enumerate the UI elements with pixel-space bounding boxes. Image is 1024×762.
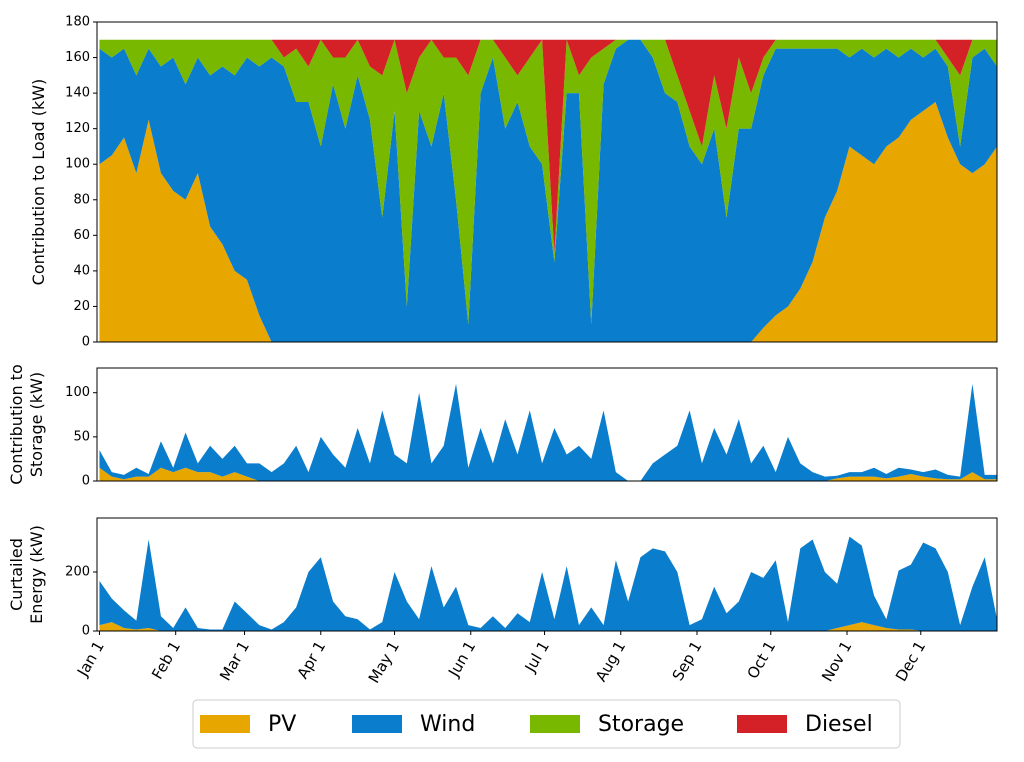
y-tick-label: 100 [65,385,90,400]
area-storage [99,39,997,325]
y-tick-label: 0 [82,624,90,639]
plot-frame [96,517,998,632]
y-axis-label: Contribution to [7,364,26,485]
y-tick-label: 0 [82,474,90,489]
legend-swatch [200,715,250,733]
legend-label: Wind [420,712,475,737]
x-tick-label: Sep 1 [669,638,706,684]
legend-swatch [352,715,402,733]
y-axis-label: Contribution to Load (kW) [29,79,48,286]
legend-label: PV [268,712,296,737]
x-tick-label: Feb 1 [148,638,184,682]
x-tick-label: Aug 1 [592,638,629,685]
legend-swatch [530,715,580,733]
y-tick-label: 140 [65,86,90,101]
x-tick-label: Oct 1 [744,638,780,682]
y-tick-label: 20 [73,299,90,314]
x-tick-label: May 1 [365,638,403,686]
x-tick-label: Nov 1 [818,638,855,685]
legend-label: Diesel [805,712,873,737]
area-pv [99,467,997,481]
y-tick-label: 120 [65,121,90,136]
x-tick-label: Mar 1 [216,638,253,684]
y-tick-label: 80 [73,192,90,207]
area-wind [99,536,997,631]
legend-swatch [737,715,787,733]
y-axis-label: Storage (kW) [27,372,46,477]
legend-label: Storage [598,712,684,737]
x-tick-label: Apr 1 [294,638,330,682]
y-tick-label: 180 [65,15,90,30]
y-tick-label: 200 [65,564,90,579]
y-tick-label: 0 [82,335,90,350]
y-axis-label: Energy (kW) [27,525,46,624]
x-tick-label: Jul 1 [521,638,553,676]
plot-frame [96,367,998,482]
area-diesel [99,39,997,254]
y-axis-label: Curtailed [7,538,26,611]
area-pv [99,102,997,342]
y-tick-label: 50 [73,429,90,444]
y-tick-label: 100 [65,157,90,172]
x-tick-label: Jan 1 [73,638,108,680]
y-tick-label: 40 [73,263,90,278]
area-wind [99,383,997,481]
y-tick-label: 60 [73,228,90,243]
area-pv [99,622,997,631]
x-tick-label: Dec 1 [892,638,929,685]
y-tick-label: 160 [65,50,90,65]
area-wind [99,39,997,342]
x-tick-label: Jun 1 [444,638,479,681]
plot-frame [96,21,998,343]
